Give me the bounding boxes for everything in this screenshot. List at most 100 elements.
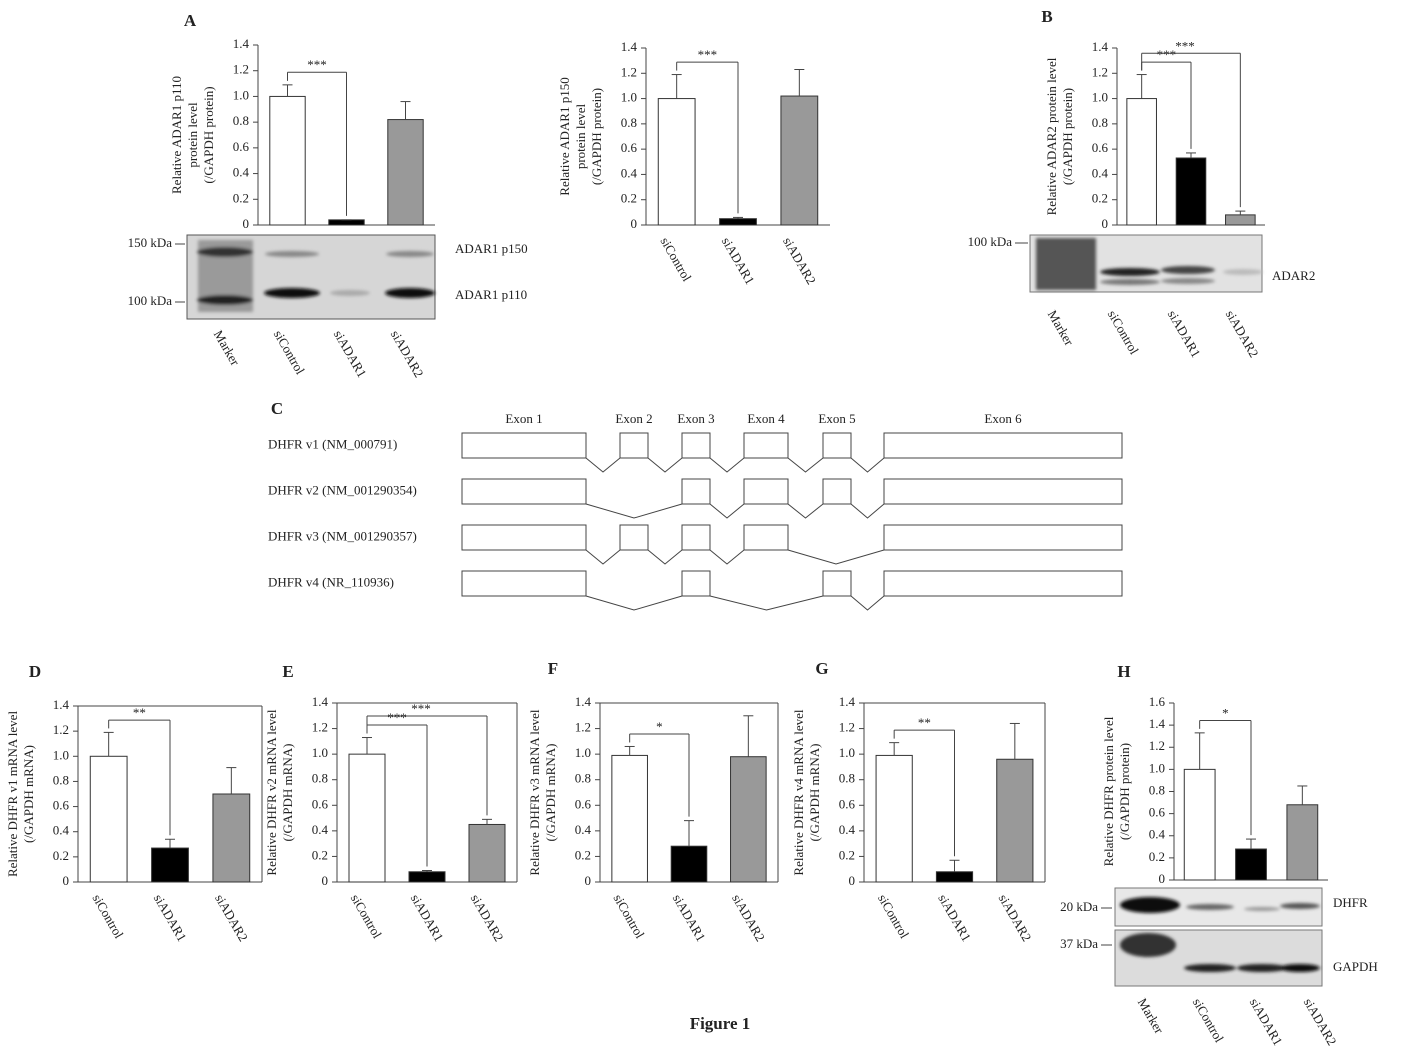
- y-tick-label: 0: [585, 873, 592, 888]
- y-tick-label: 1.0: [312, 745, 328, 760]
- y-tick-label: 0.6: [312, 796, 329, 811]
- y-tick-label: 0.2: [839, 847, 855, 862]
- y-tick-label: 0.6: [575, 796, 592, 811]
- band-label: ADAR1 p150: [455, 241, 528, 256]
- exon-box: [884, 433, 1122, 458]
- error-bar: [684, 821, 694, 847]
- y-tick-label: 1.4: [1092, 39, 1109, 54]
- bar: [671, 846, 707, 882]
- intron-line: [710, 458, 744, 472]
- x-tick-label: siControl: [875, 891, 912, 941]
- y-tick-label: 1.2: [1149, 738, 1165, 753]
- exon-box: [462, 571, 586, 596]
- bar: [270, 96, 305, 225]
- intron-line: [851, 458, 884, 472]
- significance-label: *: [656, 719, 663, 734]
- y-tick-label: 1.0: [839, 745, 855, 760]
- error-bar: [794, 69, 804, 96]
- significance-label: **: [918, 715, 931, 730]
- exon-box: [744, 433, 788, 458]
- y-tick-label: 1.0: [1149, 760, 1165, 775]
- bar: [936, 872, 972, 882]
- intron-line: [586, 596, 682, 610]
- marker-size-label: 20 kDa: [1060, 899, 1098, 914]
- exon-box: [682, 479, 710, 504]
- exon-box: [620, 433, 648, 458]
- intron-line: [788, 504, 823, 518]
- y-tick-label: 0: [631, 216, 638, 231]
- lane-label: Marker: [1045, 307, 1077, 348]
- bar: [1236, 849, 1267, 880]
- x-tick-label: siADAR1: [670, 891, 709, 944]
- bar: [152, 848, 189, 882]
- panel-label: D: [29, 662, 41, 681]
- panel-label: B: [1041, 7, 1052, 26]
- error-bar: [362, 738, 372, 755]
- y-tick-label: 0.2: [621, 191, 637, 206]
- bar: [90, 756, 127, 882]
- transcript-model: [462, 479, 1122, 518]
- lane-label: siADAR2: [1301, 995, 1340, 1048]
- y-tick-label: 1.4: [621, 39, 638, 54]
- y-tick-label: 0: [849, 873, 856, 888]
- bar: [329, 220, 364, 225]
- exon-box: [744, 479, 788, 504]
- band-label: GAPDH: [1333, 959, 1378, 974]
- significance-label: ***: [307, 57, 327, 72]
- lane-label: siADAR2: [1223, 307, 1262, 360]
- exon-label: Exon 1: [505, 411, 542, 426]
- exon-box: [884, 479, 1122, 504]
- marker-size-label: 100 kDa: [128, 293, 173, 308]
- exon-box: [744, 525, 788, 550]
- exon-label: Exon 6: [984, 411, 1022, 426]
- error-bar: [1246, 839, 1256, 849]
- y-tick-label: 0.4: [53, 823, 70, 838]
- significance-label: **: [133, 705, 146, 720]
- y-tick-label: 1.0: [233, 87, 249, 102]
- error-bar: [226, 768, 236, 794]
- y-tick-label: 1.4: [575, 694, 592, 709]
- lane-label: siADAR1: [331, 327, 370, 380]
- y-tick-label: 1.2: [1092, 64, 1108, 79]
- bar: [731, 757, 767, 882]
- lane-label: siADAR1: [1165, 307, 1204, 360]
- error-bar: [1297, 786, 1307, 805]
- intron-line: [648, 458, 682, 472]
- y-tick-label: 1.2: [312, 720, 328, 735]
- intron-line: [788, 458, 823, 472]
- y-tick-label: 0.4: [839, 822, 856, 837]
- y-tick-label: 0.8: [1149, 782, 1165, 797]
- error-bar: [1010, 723, 1020, 759]
- y-tick-label: 1.0: [53, 747, 69, 762]
- error-bar: [482, 819, 492, 824]
- intron-line: [586, 504, 682, 518]
- exon-box: [462, 479, 586, 504]
- intron-line: [586, 458, 620, 472]
- bar: [1226, 215, 1256, 225]
- bar: [469, 824, 505, 882]
- bar: [612, 755, 648, 882]
- y-tick-label: 1.4: [53, 697, 70, 712]
- exon-box: [884, 525, 1122, 550]
- bar: [349, 754, 385, 882]
- x-tick-label: siADAR1: [719, 234, 758, 287]
- y-tick-label: 0: [63, 873, 70, 888]
- panel-label: A: [184, 11, 197, 30]
- y-tick-label: 0: [1102, 216, 1109, 231]
- bar: [781, 96, 818, 225]
- y-tick-label: 1.2: [839, 720, 855, 735]
- y-tick-label: 1.4: [312, 694, 329, 709]
- bar: [409, 872, 445, 882]
- error-bar: [104, 732, 114, 756]
- error-bar: [1235, 211, 1245, 215]
- bar: [658, 99, 695, 225]
- error-bar: [625, 746, 635, 755]
- blot-h-image: [1115, 888, 1322, 986]
- band-label: DHFR: [1333, 895, 1368, 910]
- significance-label: *: [1222, 705, 1229, 720]
- intron-line: [648, 550, 682, 564]
- x-tick-label: siControl: [610, 891, 647, 941]
- exon-box: [682, 525, 710, 550]
- band-label: ADAR2: [1272, 268, 1315, 283]
- exon-label: Exon 4: [747, 411, 785, 426]
